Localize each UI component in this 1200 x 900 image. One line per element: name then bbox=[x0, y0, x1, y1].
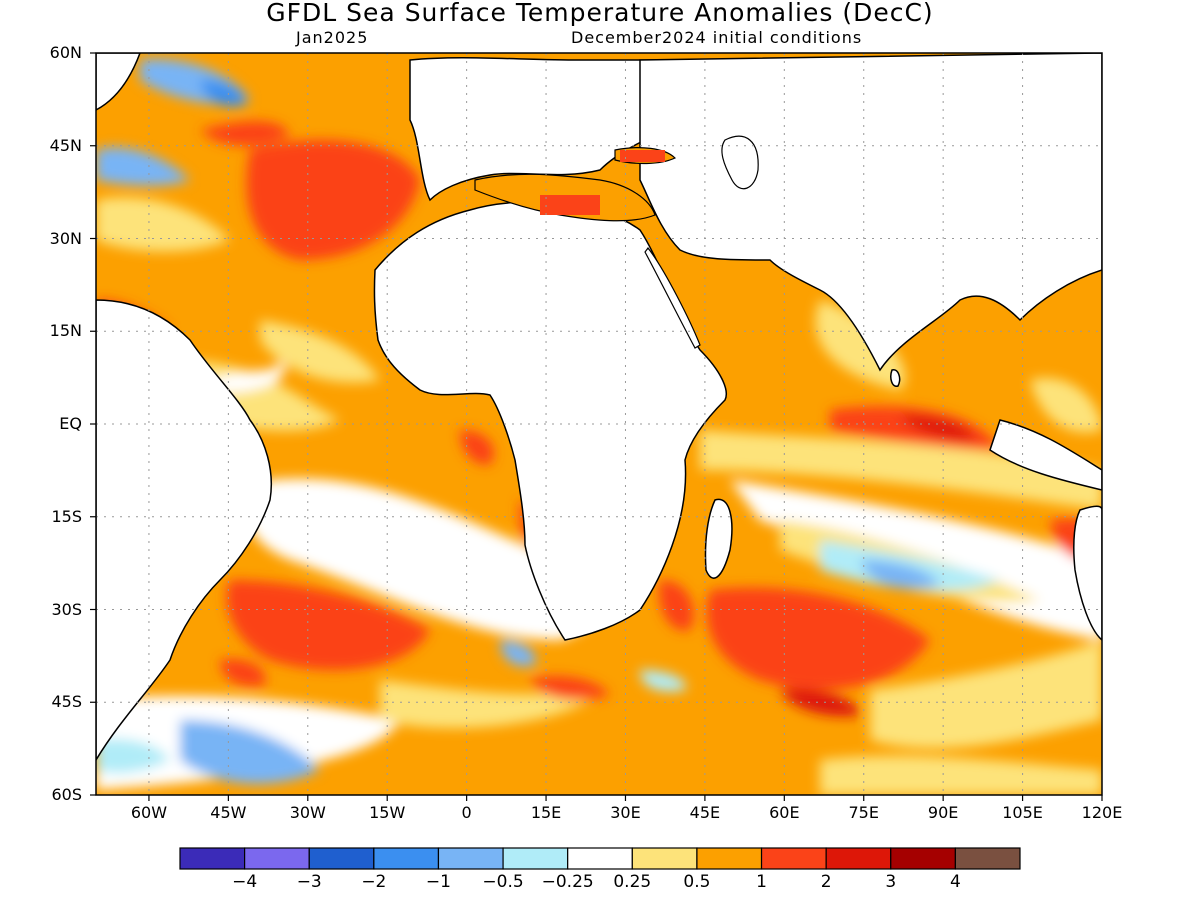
lon-label: 30W bbox=[289, 803, 326, 822]
lat-label: 45S bbox=[51, 692, 82, 712]
land-south-america bbox=[96, 299, 273, 762]
land-australia bbox=[1073, 505, 1102, 641]
red-sea bbox=[644, 247, 701, 349]
sea-hotspots bbox=[540, 150, 665, 215]
colorbar-swatch bbox=[244, 847, 310, 870]
colorbar-label: 1 bbox=[756, 872, 767, 892]
axis-ticks bbox=[90, 52, 1103, 801]
lat-label: EQ bbox=[59, 414, 82, 433]
colorbar-label: −2 bbox=[361, 872, 387, 892]
initial-conditions: December2024 initial conditions bbox=[571, 28, 863, 47]
lon-label: 15E bbox=[530, 803, 562, 822]
lon-label: 0 bbox=[461, 803, 472, 822]
land-africa bbox=[373, 201, 727, 641]
lon-label: 90E bbox=[927, 803, 959, 822]
lon-label: 60W bbox=[130, 803, 168, 822]
lon-label: 30E bbox=[610, 803, 641, 822]
colorbar-swatch bbox=[437, 847, 504, 870]
colorbar-swatch bbox=[567, 847, 633, 870]
lon-label: 120E bbox=[1081, 803, 1123, 822]
lat-label: 30N bbox=[49, 228, 82, 248]
colorbar-swatch bbox=[631, 847, 698, 870]
colorbar-label: 0.5 bbox=[683, 872, 711, 892]
lon-label: 45W bbox=[210, 803, 247, 822]
colorbar-swatch bbox=[179, 847, 246, 870]
land-madagascar bbox=[704, 498, 733, 579]
lat-label: 30S bbox=[51, 599, 82, 619]
land-sri-lanka bbox=[890, 369, 901, 387]
colorbar-label: −0.25 bbox=[541, 872, 594, 892]
caspian-sea bbox=[721, 135, 759, 190]
colorbar-swatch bbox=[308, 847, 375, 870]
map-field bbox=[96, 53, 1102, 795]
lat-label: 60N bbox=[49, 43, 82, 62]
lon-label: 15W bbox=[369, 803, 406, 822]
colorbar-label: 0.25 bbox=[613, 872, 652, 892]
colorbar-label: 3 bbox=[885, 872, 897, 892]
forecast-month: Jan2025 bbox=[296, 28, 369, 47]
land-greenland bbox=[96, 53, 141, 111]
land-europe bbox=[409, 57, 701, 202]
colorbar-swatch bbox=[825, 847, 892, 870]
colorbar-swatch bbox=[890, 847, 956, 870]
lon-label: 75E bbox=[848, 803, 879, 822]
lat-label: 45N bbox=[49, 135, 82, 155]
colorbar-label: −0.5 bbox=[482, 872, 524, 892]
colorbar-label: 2 bbox=[820, 872, 832, 892]
lat-label: 15N bbox=[49, 321, 82, 341]
land-indonesia bbox=[989, 419, 1102, 491]
lat-label: 60S bbox=[51, 785, 82, 804]
colorbar-label: 4 bbox=[949, 872, 961, 892]
colorbar-label: −3 bbox=[296, 872, 322, 892]
chart-title: GFDL Sea Surface Temperature Anomalies (… bbox=[266, 0, 934, 27]
lakes bbox=[644, 135, 759, 349]
colorbar-swatch bbox=[502, 847, 569, 870]
colorbar-swatch bbox=[696, 847, 763, 870]
colorbar bbox=[179, 847, 1021, 870]
land-asia bbox=[639, 53, 1102, 372]
lon-label: 45E bbox=[689, 803, 721, 822]
colorbar-swatch bbox=[954, 847, 1021, 870]
colorbar-label: −4 bbox=[232, 872, 258, 892]
lat-label: 15S bbox=[51, 506, 82, 526]
colorbar-label: −1 bbox=[425, 872, 451, 892]
lon-label: 105E bbox=[1002, 803, 1043, 822]
lon-label: 60E bbox=[769, 803, 800, 822]
land-masses bbox=[96, 53, 1102, 762]
colorbar-swatch bbox=[760, 847, 827, 870]
colorbar-swatch bbox=[373, 847, 440, 870]
